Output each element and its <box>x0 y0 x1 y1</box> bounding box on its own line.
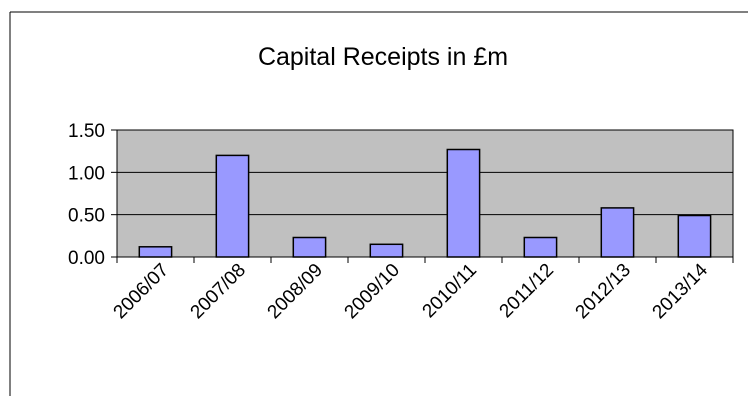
y-tick-label-1.50: 1.50 <box>68 121 105 142</box>
bar-2013-14 <box>677 214 712 258</box>
bar-2008-09 <box>292 236 327 258</box>
bar-2007-08 <box>215 154 250 258</box>
x-tick-label-2006-07: 2006/07 <box>110 260 173 323</box>
y-tick-label-0.50: 0.50 <box>68 206 105 227</box>
x-axis: 2006/07 2007/08 2008/09 2009/10 2010/11 2011/… <box>110 256 734 323</box>
x-tick-label-2011-12: 2011/12 <box>496 260 558 322</box>
bar-2012-13 <box>600 207 635 258</box>
x-tick-label-2012-13: 2012/13 <box>572 260 635 323</box>
chart-title: Capital Receipts in £m <box>258 43 508 71</box>
bar-2009-10 <box>369 243 404 258</box>
plot-area <box>116 129 734 258</box>
x-tick-label-2007-08: 2007/08 <box>187 260 250 323</box>
x-tick-label-2010-11: 2010/11 <box>419 260 481 322</box>
x-tick-label-2008-09: 2008/09 <box>264 260 327 323</box>
bars <box>138 148 712 258</box>
y-tick-label-0.00: 0.00 <box>68 248 105 269</box>
y-axis: 0.00 0.50 1.00 1.50 <box>68 121 117 269</box>
bar-2011-12 <box>523 236 558 258</box>
y-tick-label-1.00: 1.00 <box>68 163 105 184</box>
x-tick-label-2009-10: 2009/10 <box>341 260 404 323</box>
bar-2010-11 <box>446 148 481 258</box>
bar-2006-07 <box>138 246 173 258</box>
x-tick-label-2013-14: 2013/14 <box>649 259 713 323</box>
